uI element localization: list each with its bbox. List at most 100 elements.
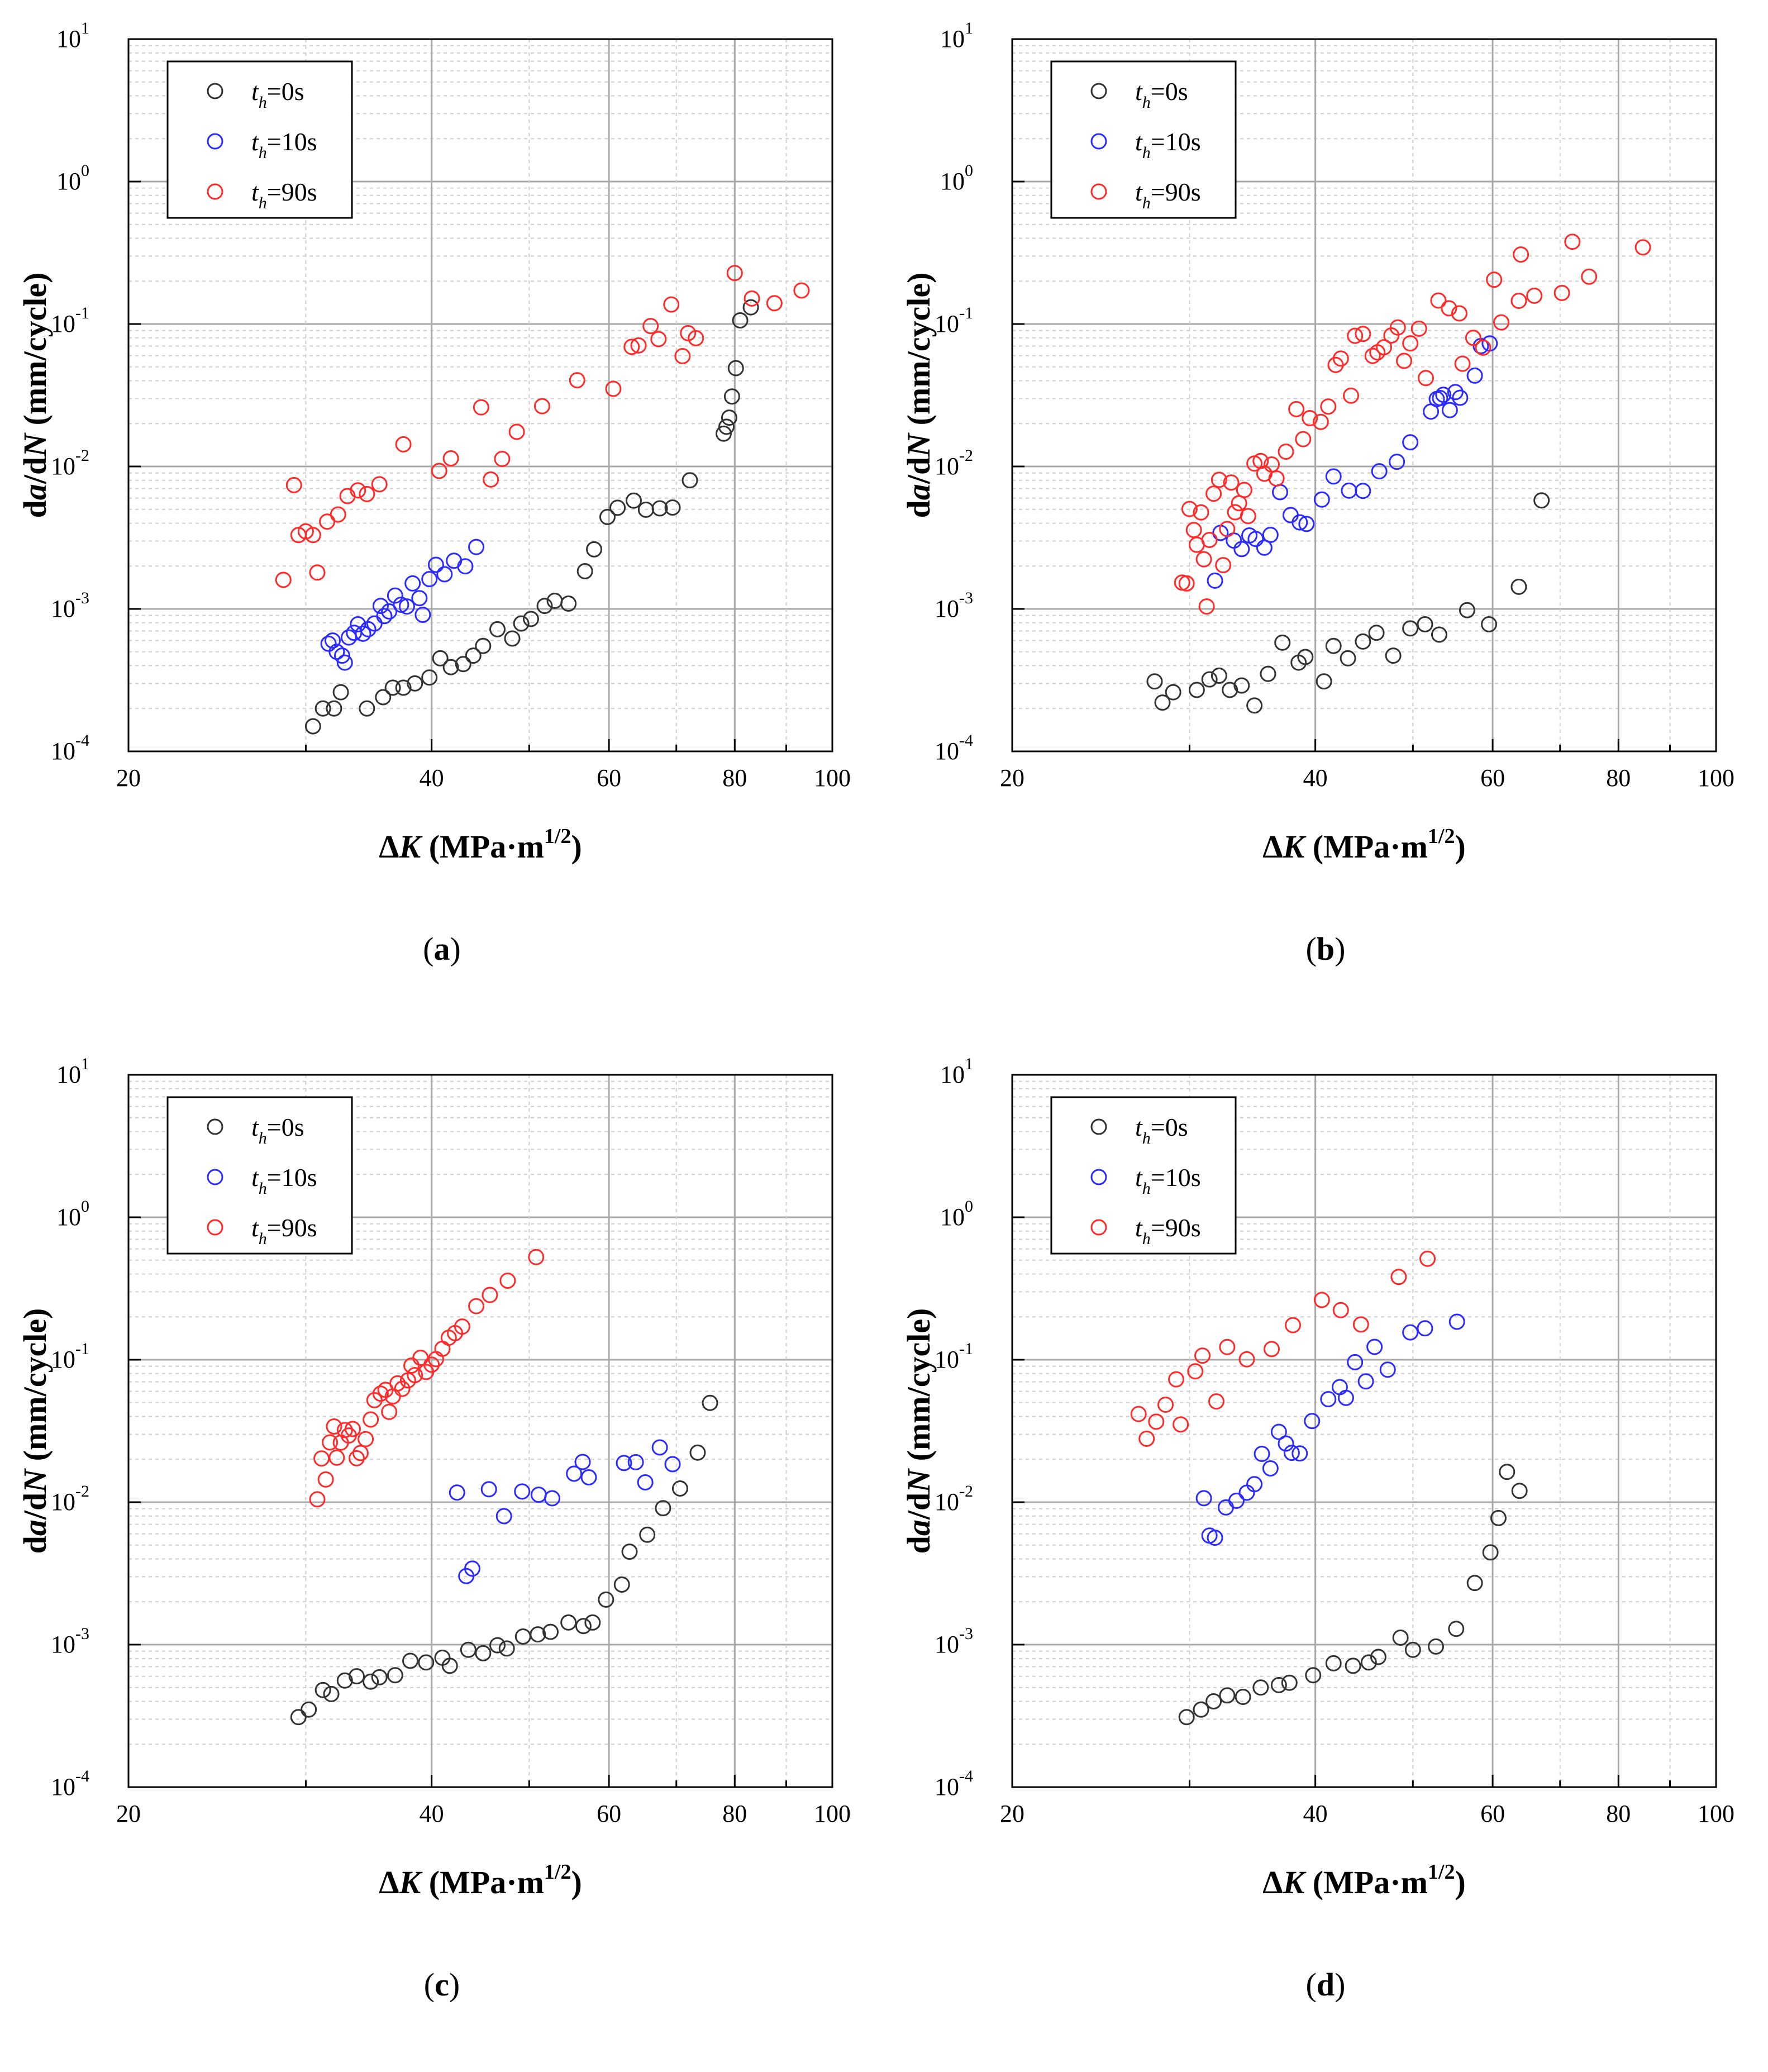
data-point	[372, 598, 389, 615]
data-point	[1389, 319, 1406, 336]
data-point	[314, 700, 331, 717]
data-point	[407, 675, 423, 692]
data-point	[375, 689, 392, 706]
data-point	[1332, 1302, 1349, 1318]
x-tick-label: 80	[1606, 1800, 1631, 1827]
data-point	[1165, 684, 1181, 701]
y-axis-label: da/dN (mm/cycle)	[17, 1308, 53, 1554]
data-point	[371, 1669, 388, 1685]
data-point	[457, 558, 474, 575]
data-point	[1246, 697, 1263, 714]
data-point	[480, 1481, 497, 1498]
data-point	[1235, 1688, 1251, 1705]
data-point	[1447, 384, 1464, 401]
data-point	[1379, 1361, 1396, 1378]
data-point	[414, 606, 431, 623]
data-point	[1513, 246, 1529, 263]
chart-panel-d: 20 40 60 80 100 10-4 10-3 10-2 10-1 100 101 ΔK (MPa…	[884, 1036, 1767, 2071]
series-0	[1178, 1464, 1528, 1726]
series-2	[275, 265, 810, 588]
data-point	[1302, 409, 1318, 426]
data-point	[530, 1487, 547, 1503]
data-point	[1337, 1389, 1354, 1406]
data-point	[290, 1709, 307, 1726]
data-point	[586, 541, 603, 558]
legend-box	[1050, 1096, 1237, 1255]
data-point	[1211, 471, 1227, 488]
legend-marker	[1090, 133, 1107, 150]
data-point	[309, 1491, 326, 1508]
data-point	[499, 1273, 516, 1289]
data-point	[371, 476, 388, 493]
series-1	[320, 539, 485, 671]
data-point	[1452, 389, 1469, 406]
data-point	[1313, 491, 1330, 508]
x-tick-label: 100	[1698, 1800, 1734, 1827]
data-point	[528, 1249, 545, 1265]
data-point	[336, 1422, 353, 1439]
data-point	[1553, 284, 1570, 301]
data-point	[336, 654, 353, 671]
data-point	[381, 1403, 398, 1420]
plot-frame	[127, 1074, 833, 1788]
data-point	[630, 337, 647, 354]
x-tick-label: 80	[722, 1800, 747, 1827]
data-point	[650, 331, 667, 347]
chart-c-svg: 20 40 60 80 100 10-4 10-3 10-2 10-1 100 101 ΔK (MPa…	[17, 1055, 851, 1900]
data-point	[575, 1618, 592, 1635]
data-point	[352, 1445, 369, 1461]
data-point	[1459, 602, 1475, 618]
data-point	[1284, 1317, 1301, 1333]
data-point	[404, 575, 421, 592]
data-point	[475, 637, 492, 654]
data-point	[1304, 1413, 1321, 1430]
data-point	[1510, 578, 1527, 595]
x-tick-label: 40	[420, 764, 444, 792]
data-point	[1366, 1339, 1383, 1355]
y-tick-label: 10-2	[51, 446, 89, 480]
data-point	[721, 409, 737, 426]
data-point	[599, 508, 616, 525]
series-0	[1146, 492, 1550, 714]
y-tick-label: 10-4	[935, 731, 973, 765]
data-point	[1466, 367, 1483, 384]
chart-a-svg: 20 40 60 80 100 10-4 10-3 10-2 10-1 100 101 ΔK (MPa…	[17, 19, 851, 865]
y-tick-label: 10-3	[935, 589, 973, 622]
data-point	[1327, 356, 1344, 373]
data-point	[533, 398, 550, 415]
data-point	[574, 1454, 591, 1470]
y-tick-label: 10-1	[935, 304, 973, 337]
series-1	[1195, 1313, 1465, 1546]
data-point	[609, 499, 626, 516]
caption-a: (a)	[423, 931, 461, 967]
data-point	[1173, 1416, 1189, 1433]
data-point	[715, 425, 732, 442]
legend-label: th=90s	[1135, 178, 1201, 212]
data-point	[275, 571, 292, 588]
y-axis-label: da/dN (mm/cycle)	[900, 273, 937, 518]
data-point	[455, 656, 471, 673]
data-point	[1345, 1657, 1361, 1674]
data-point	[1417, 370, 1434, 387]
data-point	[513, 615, 530, 632]
data-point	[560, 595, 577, 612]
data-point	[421, 669, 438, 686]
data-point	[1187, 1363, 1204, 1380]
data-point	[384, 679, 401, 696]
y-tick-label: 100	[56, 161, 89, 195]
series-1	[449, 1439, 681, 1584]
data-point	[1205, 1693, 1222, 1709]
data-point	[1264, 1341, 1280, 1357]
data-point	[726, 265, 743, 282]
legend-label: th=0s	[251, 1113, 304, 1147]
data-point	[301, 1701, 317, 1718]
x-tick-label: 80	[722, 764, 747, 792]
y-tick-label: 10-1	[51, 304, 89, 337]
data-point	[1454, 355, 1471, 372]
data-point	[508, 423, 525, 440]
data-point	[1305, 1667, 1322, 1684]
data-point	[460, 1641, 476, 1658]
legend-marker	[207, 83, 223, 99]
data-point	[314, 1682, 331, 1698]
data-point	[402, 1652, 419, 1669]
